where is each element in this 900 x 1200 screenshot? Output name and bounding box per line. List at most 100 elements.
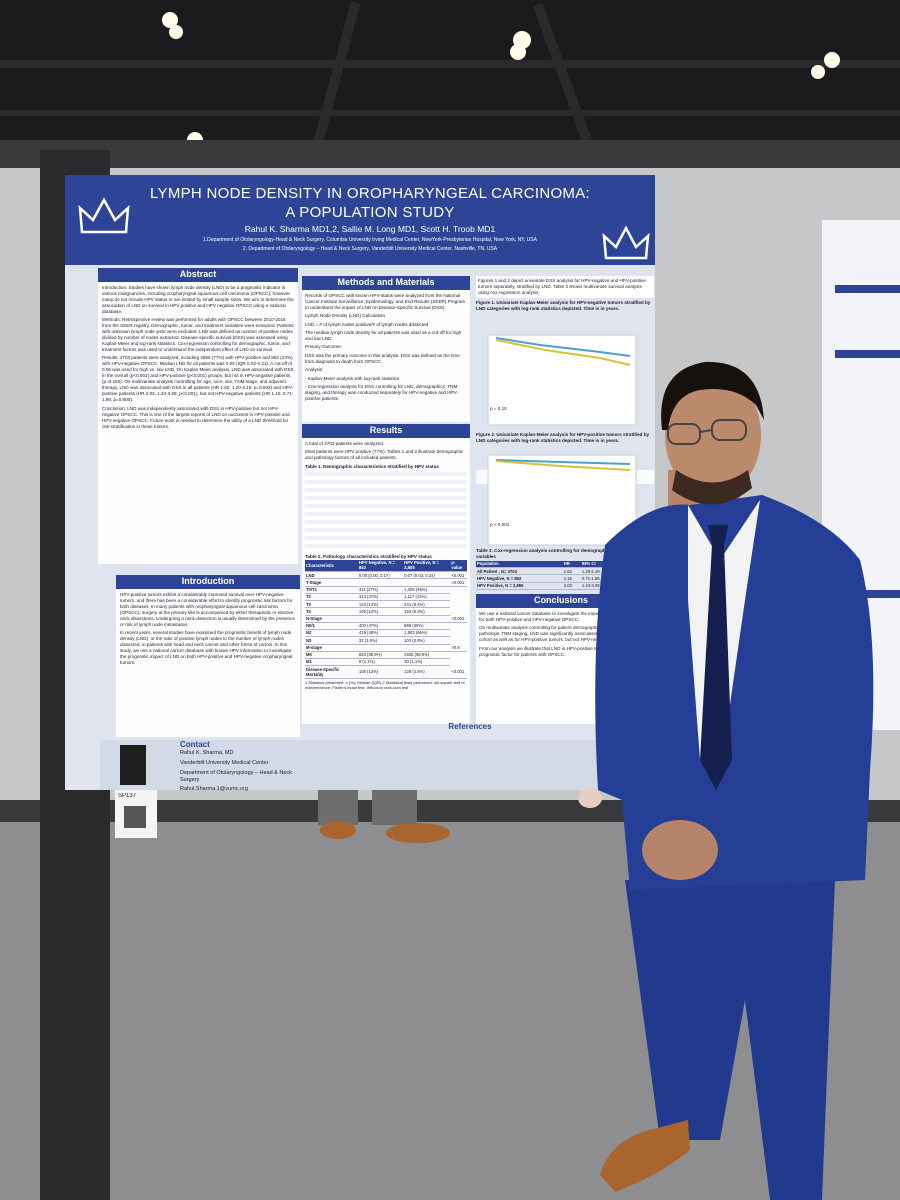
table-row: M-stage >0.9 <box>305 644 467 652</box>
table-row: M1 9 (1.1%) 30 (1.1%) <box>305 658 467 667</box>
table-cell: HPV Negative, N = 852 <box>476 574 563 583</box>
paragraphs: A total of 3703 patients were analyzed. M… <box>302 441 470 461</box>
paragraph: Results: 3703 patients were analyzed, in… <box>102 355 294 403</box>
table-cell: 1.20-2.19 <box>580 567 617 576</box>
glasses <box>667 419 747 445</box>
qr-code <box>124 806 146 828</box>
paragraph: Methods: Retrospective review was perfor… <box>102 317 294 352</box>
paragraph: Department of Otolaryngology – Head & Ne… <box>180 769 292 783</box>
paragraph: Conclusion: LND was independently associ… <box>102 405 290 429</box>
table-cell: 0.05 (0.00, 0.17) <box>357 571 404 580</box>
table-cell: 419 (49%) <box>357 629 404 638</box>
table-row: N2 419 (49%) 1,883 (66%) <box>305 629 467 638</box>
contact-lines: Rahul K. Sharma, MD Vanderbilt University… <box>180 750 300 793</box>
table-cell: 9 (1.1%) <box>357 658 404 667</box>
table-cell: 95% CI <box>580 561 617 569</box>
paragraph: A total of 3703 patients were analyzed. <box>305 440 384 446</box>
p-value-label: p < 0.001 <box>490 522 510 527</box>
table-cell: 400 (47%) <box>357 622 404 631</box>
paragraph: Primary Outcome: <box>305 344 343 350</box>
table-cell: M1 <box>305 658 358 667</box>
neighbor-poster-bar <box>835 285 900 293</box>
table-cell: 2.03 <box>562 582 581 590</box>
table-caption: Table 3. Cox-regression analysis control… <box>476 548 643 559</box>
p-value-label: p = 0.15 <box>490 406 507 411</box>
table-cell: 311 (37%) <box>357 586 404 594</box>
table-cell: T-Stage <box>305 578 451 587</box>
poster-header <box>65 175 655 265</box>
section-heading: Abstract <box>98 268 298 282</box>
table-cell: 869 (30%) <box>403 622 451 631</box>
trousers <box>625 880 835 1200</box>
table-cell: M-stage <box>305 644 451 652</box>
table-note: 1 Statistics presented: n (%); Median (I… <box>305 679 465 691</box>
table-row: N3 33 (3.9%) 103 (3.6%) <box>305 636 467 645</box>
table-cell: 0.07 (0.03, 0.24) <box>403 571 451 580</box>
table-1 <box>305 471 467 552</box>
table-2: Characteristic HPV Negative, N = 852 HPV P… <box>302 559 470 679</box>
table-cell: 152 (5.3%) <box>403 607 451 616</box>
table-row: T0/T1 311 (37%) 1,305 (46%) <box>305 586 467 594</box>
table-cell: p-value <box>450 559 467 573</box>
visitor-shoe <box>320 821 356 839</box>
visitor-shoe <box>578 788 602 808</box>
paragraph: Rahul.Sharma.1@vumc.org <box>180 786 248 793</box>
paragraph: In recent years, several studies have ex… <box>120 630 293 665</box>
references-block: References <box>380 722 560 732</box>
km-curve <box>495 460 631 471</box>
paragraph: Vanderbilt University Medical Center <box>180 760 269 767</box>
table-cell: 1.15 <box>562 574 581 583</box>
section-heading: References <box>448 722 492 731</box>
km-plot <box>487 334 637 426</box>
poster-authors: Rahul K. Sharma MD1,2, Sallie M. Long MD… <box>244 224 496 234</box>
section-heading: Results <box>302 424 470 438</box>
crown-logo <box>78 197 650 260</box>
table-cell: 0.71-1.86 <box>580 574 617 583</box>
table-cell: Disease-Specific Mortality <box>305 665 358 679</box>
paragraphs: Records of OPSCC with known HPV-status w… <box>302 293 470 403</box>
table-cell: 843 (98.9%) <box>357 651 404 660</box>
table-cell: All Patient , N= 3703 <box>476 567 563 576</box>
paragraph: From our analysis we illustrate that LND… <box>479 645 642 657</box>
visitor-legs <box>372 790 417 825</box>
paragraph: Lymph Node Density (LND) Calculation <box>305 313 385 319</box>
table-cell: HPV Positive, N = 2,855 <box>403 559 451 573</box>
paragraph: Introduction: Studies have shown lymph n… <box>102 284 294 314</box>
ceiling-trusses <box>0 1 900 167</box>
table-cell: 33 (3.9%) <box>357 636 404 645</box>
abstract-box: Abstract Introduction: Studies have show… <box>98 268 298 564</box>
table-cell: 1,883 (66%) <box>403 629 451 638</box>
table-cell: <0.001 <box>450 578 467 587</box>
table-cell: 2825 (98.9%) <box>403 651 451 660</box>
table-cell: 30 (1.1%) <box>403 658 451 667</box>
table-cell: 105 (12%) <box>357 665 404 679</box>
paragraph: DSS was the primary outcome in this anal… <box>305 352 460 364</box>
paragraph: Records of OPSCC with known HPV-status w… <box>305 292 466 310</box>
table-cell: <0.001 <box>450 665 467 679</box>
table-caption: Table 2. Pathology characteristics strat… <box>305 553 432 559</box>
table-cell: HR <box>562 561 581 569</box>
table-cell: 123 (14%) <box>357 600 404 609</box>
table-cell: N3 <box>305 636 358 645</box>
poster-title: LYMPH NODE DENSITY IN OROPHARYNGEAL CARC… <box>150 185 590 202</box>
tie <box>700 525 732 790</box>
table-row: T2 313 (37%) 1,117 (41%) <box>305 593 467 602</box>
paragraphs: HPV-positive tumors exhibit a considerab… <box>116 592 300 666</box>
paragraph: The median lymph node density for all pa… <box>305 330 462 341</box>
table-cell: 1.34-3.08 <box>580 582 617 590</box>
table-cell: T4 <box>305 607 358 616</box>
table-cell: T2 <box>305 593 358 602</box>
table-cell: 1,117 (41%) <box>403 593 451 602</box>
paragraph: HPV-positive tumors exhibit a considerab… <box>120 591 295 627</box>
visitor-shoe <box>386 823 450 843</box>
table-cell: <0.001 <box>450 571 467 580</box>
poster-affiliation: 2. Department of Otolaryngology – Head &… <box>242 246 498 252</box>
km-plot <box>487 454 637 546</box>
table-cell: 103 (3.6%) <box>403 636 451 645</box>
visitor-legs <box>318 790 358 825</box>
table-cell: 1.62 <box>562 567 581 576</box>
paragraphs: Introduction: Studies have shown lymph n… <box>98 285 298 430</box>
